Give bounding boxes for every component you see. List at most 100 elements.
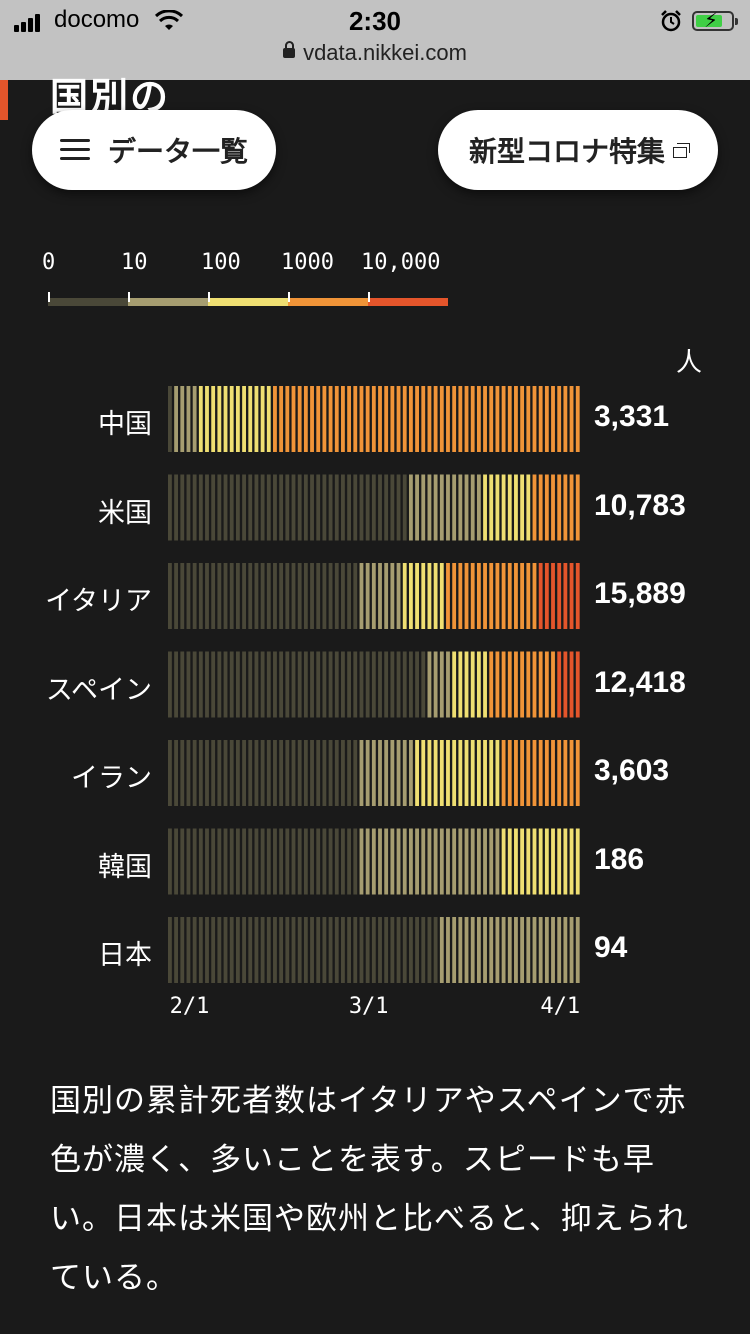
heatmap-cell (470, 474, 475, 541)
heatmap-row (168, 563, 580, 629)
heatmap-cell (303, 828, 308, 895)
heatmap-cell (396, 651, 401, 718)
x-tick-label: 3/1 (348, 994, 389, 1019)
heatmap-cell (563, 651, 568, 718)
heatmap-cell (526, 828, 531, 895)
heatmap-cell (526, 917, 531, 983)
heatmap-cell (483, 651, 487, 718)
heatmap-cell (495, 563, 500, 629)
heatmap-cell (303, 651, 308, 718)
heatmap-cell (180, 740, 185, 806)
heatmap-cell (248, 651, 253, 718)
heatmap-cell (408, 563, 413, 629)
heatmap-cell (569, 474, 574, 541)
heatmap-cell (520, 474, 525, 541)
heatmap-cell (526, 651, 531, 718)
legend-tick (208, 292, 210, 302)
heatmap-cell (371, 828, 376, 895)
heatmap-cell (223, 917, 228, 983)
heatmap-cell (242, 563, 246, 629)
heatmap-cell (248, 563, 253, 629)
heatmap-cell (557, 828, 562, 895)
heatmap-cell (470, 917, 475, 983)
heatmap-cell (347, 386, 352, 452)
heatmap-cell (544, 651, 549, 718)
heatmap-cell (464, 917, 469, 983)
heatmap-cell (458, 740, 463, 806)
heatmap-cell (421, 474, 426, 541)
heatmap-cell (551, 651, 555, 718)
heatmap-cell (532, 474, 537, 541)
legend-tick (288, 292, 290, 302)
heatmap-cell (180, 386, 185, 452)
heatmap-cell (514, 563, 518, 629)
heatmap-cell (489, 474, 494, 541)
heatmap-cell (328, 386, 333, 452)
heatmap-cell (192, 474, 197, 541)
heatmap-cell (446, 740, 450, 806)
heatmap-cell (507, 828, 512, 895)
heatmap-cell (538, 474, 543, 541)
heatmap-cell (242, 651, 246, 718)
legend-label: 10 (121, 250, 148, 275)
heatmap-cell (396, 563, 401, 629)
heatmap-cell (310, 828, 314, 895)
heatmap-cell (180, 651, 185, 718)
heatmap-cell (384, 740, 389, 806)
heatmap-cell (347, 828, 352, 895)
heatmap-cell (328, 474, 333, 541)
x-tick-label: 2/1 (169, 994, 210, 1019)
total-deaths-value: 94 (594, 931, 628, 964)
heatmap-cell (273, 386, 277, 452)
data-list-button[interactable]: データ一覧 (32, 110, 276, 190)
heatmap-cell (248, 474, 253, 541)
heatmap-cell (322, 740, 327, 806)
heatmap-cell (328, 917, 333, 983)
heatmap-cell (205, 563, 209, 629)
heatmap-cell (408, 828, 413, 895)
heatmap-cell (427, 386, 432, 452)
heatmap-cell (408, 917, 413, 983)
heatmap-cell (495, 651, 500, 718)
heatmap-cell (470, 651, 475, 718)
heatmap-cell (396, 474, 401, 541)
heatmap-cell (396, 828, 401, 895)
heatmap-cell (557, 563, 562, 629)
heatmap-cell (205, 740, 209, 806)
heatmap-cell (266, 386, 271, 452)
heatmap-cell (514, 917, 518, 983)
heatmap-cell (402, 917, 407, 983)
heatmap-cell (421, 386, 426, 452)
heatmap-cell (353, 386, 358, 452)
heatmap-cell (384, 651, 389, 718)
address-bar[interactable]: vdata.nikkei.com (0, 40, 750, 66)
heatmap-cell (514, 828, 518, 895)
total-deaths-value: 12,418 (594, 665, 686, 699)
heatmap-cell (433, 651, 438, 718)
heatmap-cell (402, 651, 407, 718)
heatmap-cell (334, 563, 339, 629)
corona-special-button[interactable]: 新型コロナ特集 (438, 110, 718, 190)
heatmap-cell (303, 474, 308, 541)
country-label: 日本 (98, 940, 152, 971)
heatmap-cell (464, 828, 469, 895)
heatmap-cell (273, 563, 277, 629)
heatmap-cell (168, 563, 172, 629)
heatmap-cell (217, 563, 222, 629)
heatmap-cell (532, 828, 537, 895)
heatmap-cell (378, 917, 382, 983)
heatmap-cell (285, 828, 290, 895)
heatmap-cell (421, 740, 426, 806)
heatmap-cell (483, 828, 487, 895)
heatmap-cell (168, 386, 172, 452)
heatmap-cell (390, 563, 395, 629)
heatmap-cell (174, 651, 179, 718)
heatmap-cell (464, 474, 469, 541)
heatmap-cell (316, 917, 321, 983)
heatmap-cell (365, 474, 370, 541)
heatmap-cell (526, 474, 531, 541)
url-text: vdata.nikkei.com (303, 40, 467, 65)
heatmap-cell (285, 563, 290, 629)
heatmap-cell (291, 563, 296, 629)
heatmap-cell (575, 740, 580, 806)
